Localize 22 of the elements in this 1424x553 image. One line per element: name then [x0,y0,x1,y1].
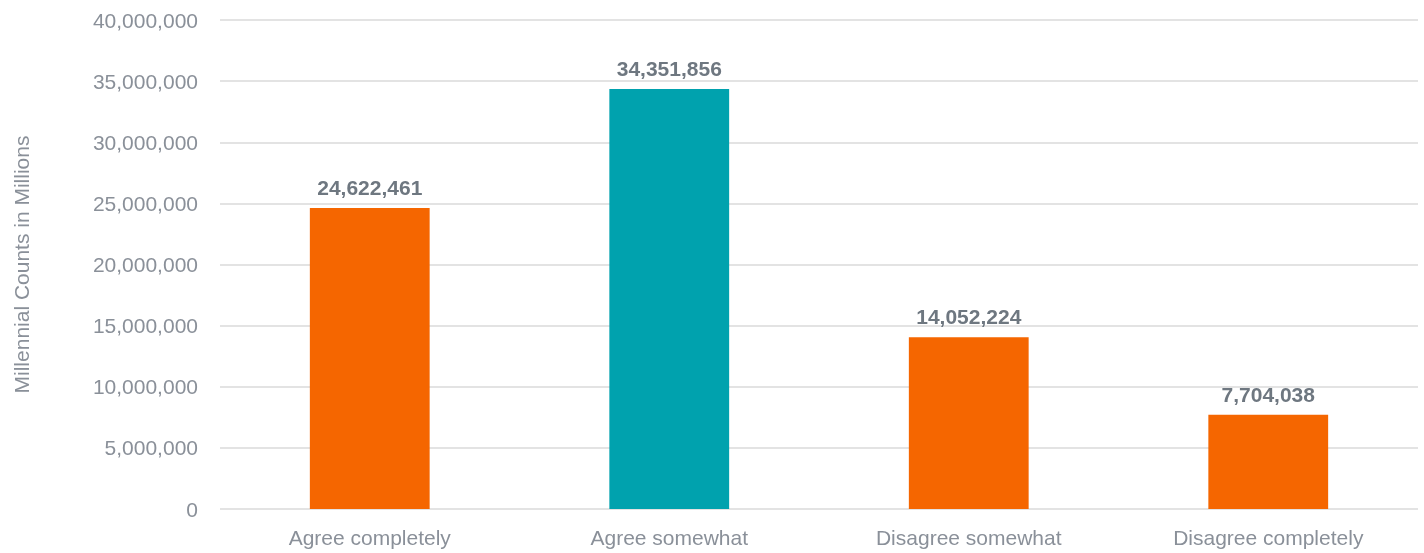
y-axis-title: Millennial Counts in Millions [10,135,33,394]
y-tick-label: 15,000,000 [92,314,198,338]
y-tick-label: 25,000,000 [92,191,198,215]
data-label: 34,351,856 [616,57,722,81]
x-tick-label: Disagree somewhat [875,526,1062,549]
bar [1208,414,1329,509]
bar [309,207,430,509]
y-tick-label: 10,000,000 [92,375,198,399]
x-tick-label: Agree somewhat [590,526,749,549]
data-label: 7,704,038 [1221,382,1316,406]
y-tick-label: 20,000,000 [92,253,198,276]
bar [908,337,1029,509]
data-label: 24,622,461 [317,175,423,199]
y-tick-label: 0 [186,497,198,521]
y-tick-label: 35,000,000 [92,69,198,93]
data-label: 14,052,224 [916,305,1022,329]
y-tick-label: 5,000,000 [104,436,198,460]
x-tick-label: Agree completely [288,526,452,549]
y-tick-label: 40,000,000 [92,8,198,32]
bar [609,89,730,509]
x-tick-label: Disagree completely [1173,526,1364,549]
y-tick-label: 30,000,000 [92,130,198,154]
